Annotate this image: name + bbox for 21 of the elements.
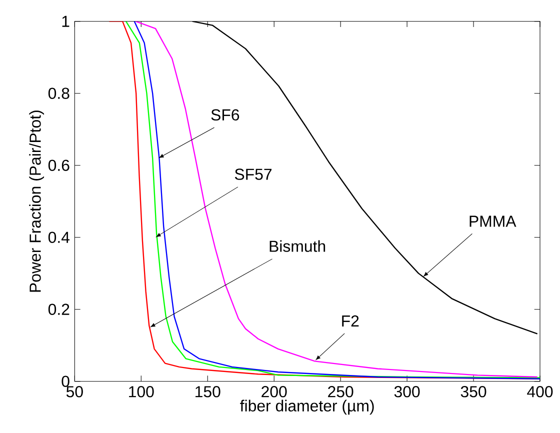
x-tick-label: 100 (129, 386, 154, 398)
x-tick-label: 300 (394, 386, 420, 398)
y-axis-title: Power Fraction (Pair/Ptot) (29, 110, 44, 292)
x-axis-title: fiber diameter (µm) (240, 400, 374, 414)
y-tick-label: 1 (62, 16, 70, 27)
y-tick-label: 0.4 (48, 232, 70, 243)
y-tick-label: 0.2 (48, 304, 70, 315)
x-tick-label: 50 (66, 386, 83, 398)
x-tick-label: 150 (196, 386, 220, 398)
y-tick-label: 0.6 (48, 160, 70, 171)
annotation: Bismuth (270, 240, 326, 252)
annotation: PMMA (470, 216, 516, 227)
x-tick-label: 400 (527, 386, 553, 398)
y-tick-label: 0 (62, 376, 70, 387)
x-tick-label: 200 (262, 386, 287, 398)
annotation: SF57 (234, 168, 272, 180)
x-tick-label: 350 (460, 386, 486, 398)
annotation: SF6 (211, 109, 240, 120)
x-tick-label: 250 (328, 386, 354, 398)
y-tick-label: 0.8 (48, 88, 70, 99)
annotation: F2 (342, 315, 359, 326)
